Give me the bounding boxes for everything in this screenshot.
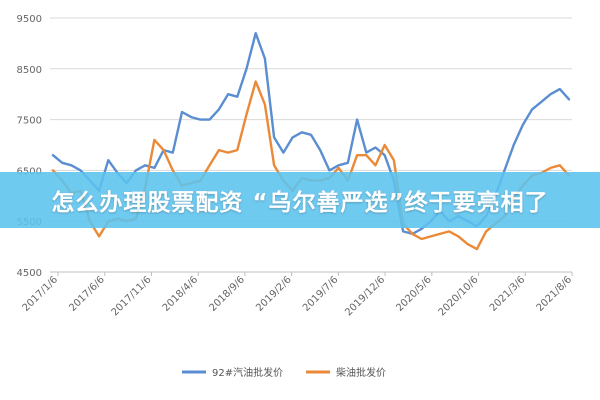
x-tick-label: 2020/10/6 <box>437 274 481 318</box>
title-banner: 怎么办理股票配资 “乌尔善严选”终于要亮相了 <box>0 172 600 228</box>
legend-label-diesel: 柴油批发价 <box>336 366 386 379</box>
legend-label-gasoline-92: 92#汽油批发价 <box>212 366 283 379</box>
x-tick-label: 2019/7/6 <box>301 274 341 314</box>
y-tick-label: 6500 <box>17 166 42 177</box>
x-tick-label: 2018/4/6 <box>161 274 201 314</box>
y-tick-label: 4500 <box>17 268 42 279</box>
x-tick-label: 2021/3/6 <box>488 274 528 314</box>
y-tick-label: 7500 <box>17 116 42 127</box>
y-tick-label: 8500 <box>17 65 42 76</box>
x-tick-label: 2020/5/6 <box>394 274 434 314</box>
overlay-title: 怎么办理股票配资 “乌尔善严选”终于要亮相了 <box>51 190 549 216</box>
x-tick-label: 2019/12/6 <box>343 274 387 318</box>
x-tick-label: 2019/2/6 <box>254 274 294 314</box>
x-tick-label: 2018/9/6 <box>207 274 247 314</box>
x-tick-label: 2021/8/6 <box>535 274 575 314</box>
y-tick-label: 9500 <box>17 14 42 25</box>
x-tick-label: 2017/11/6 <box>110 274 154 318</box>
x-tick-label: 2017/6/6 <box>67 274 107 314</box>
x-tick-label: 2017/1/6 <box>21 274 61 314</box>
